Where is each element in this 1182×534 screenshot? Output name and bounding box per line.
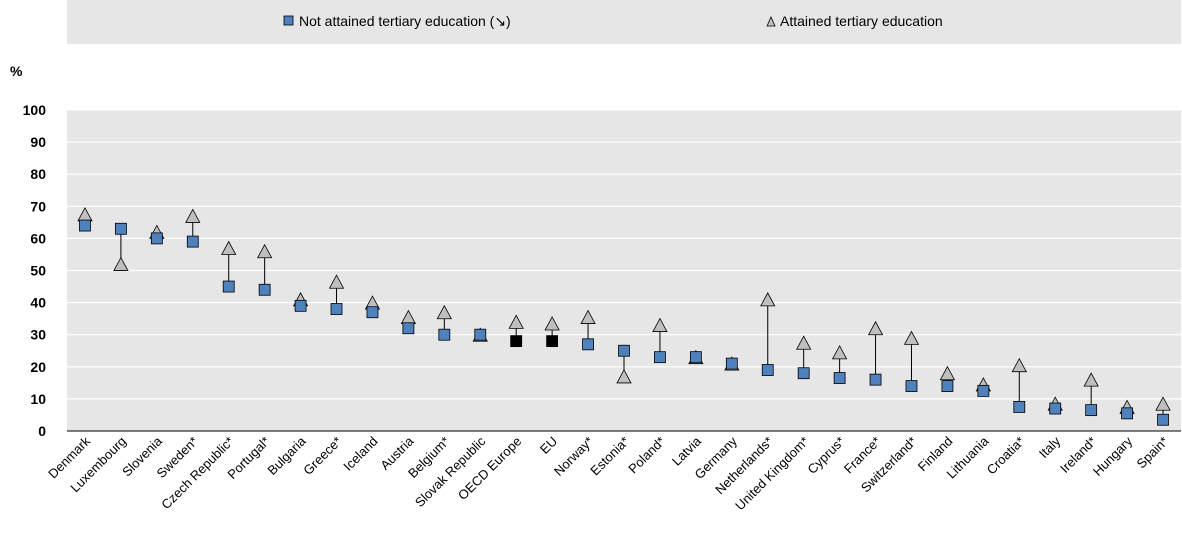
y-unit-label: % [10, 63, 23, 79]
y-tick-label: 60 [30, 230, 46, 246]
y-tick-label: 100 [23, 102, 47, 118]
y-tick-label: 30 [30, 327, 46, 343]
triangle-marker [760, 292, 776, 307]
square-marker [1157, 413, 1169, 426]
square-marker [150, 232, 163, 245]
x-category-label: Italy [1036, 433, 1064, 461]
x-category-label: Norway* [551, 434, 596, 479]
y-tick-label: 10 [30, 391, 46, 407]
square-marker [402, 322, 415, 335]
square-marker [294, 299, 307, 312]
square-marker [222, 280, 235, 293]
triangle-marker [1011, 357, 1027, 373]
x-category-label: Cyprus* [804, 434, 847, 477]
legend-series-2-label: Attained tertiary education [780, 13, 943, 29]
x-category-label: Croatia* [984, 434, 1028, 478]
x-category-label: OECD Europe [455, 434, 524, 503]
square-marker [115, 222, 127, 235]
square-marker [761, 364, 774, 376]
x-category-label: Greece* [300, 434, 344, 478]
square-marker [79, 219, 91, 232]
triangle-marker [508, 314, 524, 329]
square-marker [330, 303, 343, 315]
square-marker [366, 306, 379, 319]
triangle-marker [221, 240, 237, 255]
y-tick-label: 50 [30, 263, 46, 279]
data-markers [77, 206, 1171, 426]
y-tick-label: 40 [30, 295, 46, 311]
square-marker [618, 344, 630, 357]
legend-square-marker [283, 15, 294, 26]
y-tick-label: 90 [30, 134, 46, 150]
square-marker [689, 351, 702, 364]
y-tick-label: 20 [30, 359, 46, 375]
x-category-label: Estonia* [587, 434, 632, 479]
legend-series-1-label: Not attained tertiary education (↘) [299, 13, 511, 29]
triangle-marker [256, 243, 273, 259]
square-marker [941, 380, 954, 392]
triangle-marker [113, 256, 129, 271]
square-marker [869, 373, 882, 386]
legend-box [67, 0, 1181, 44]
triangle-marker [831, 345, 848, 360]
triangle-marker [939, 365, 956, 381]
square-marker [1013, 401, 1026, 413]
triangle-marker [436, 304, 452, 320]
square-marker [510, 335, 523, 348]
square-marker [186, 235, 199, 248]
x-category-label: Iceland [340, 434, 380, 474]
square-marker [1085, 404, 1098, 417]
square-marker [977, 384, 990, 397]
triangle-marker [903, 330, 920, 345]
square-marker [833, 372, 846, 384]
x-category-label: Spain* [1133, 434, 1171, 472]
square-marker [905, 380, 918, 392]
triangle-marker [580, 309, 596, 324]
x-category-label: EU [537, 434, 560, 457]
x-category-label: Hungary [1090, 433, 1136, 479]
square-marker [654, 351, 666, 364]
triangle-marker [616, 369, 632, 384]
triangle-marker [1083, 372, 1099, 387]
square-marker [546, 335, 559, 348]
square-marker [797, 367, 810, 380]
y-axis-ticks: 0 10 20 30 40 50 60 70 80 90 100 [23, 102, 47, 439]
square-marker [582, 338, 594, 351]
square-marker [1121, 407, 1133, 420]
square-marker [258, 283, 271, 296]
gridlines [67, 109, 1181, 400]
y-tick-label: 0 [38, 423, 46, 439]
x-category-label: Poland* [625, 434, 668, 477]
legend-triangle-marker [766, 16, 776, 27]
square-marker [1049, 402, 1062, 415]
square-marker [474, 328, 487, 341]
triangle-marker [652, 317, 668, 332]
triangle-marker [1155, 396, 1171, 411]
x-category-label: Bulgaria [264, 433, 309, 478]
y-tick-label: 70 [30, 198, 46, 214]
square-marker [438, 328, 451, 341]
triangle-marker [544, 316, 560, 331]
y-tick-label: 80 [30, 166, 46, 182]
triangle-marker [185, 208, 201, 223]
square-marker [725, 357, 738, 370]
triangle-marker [796, 335, 812, 350]
triangle-marker [867, 320, 884, 336]
triangle-marker [328, 274, 345, 289]
